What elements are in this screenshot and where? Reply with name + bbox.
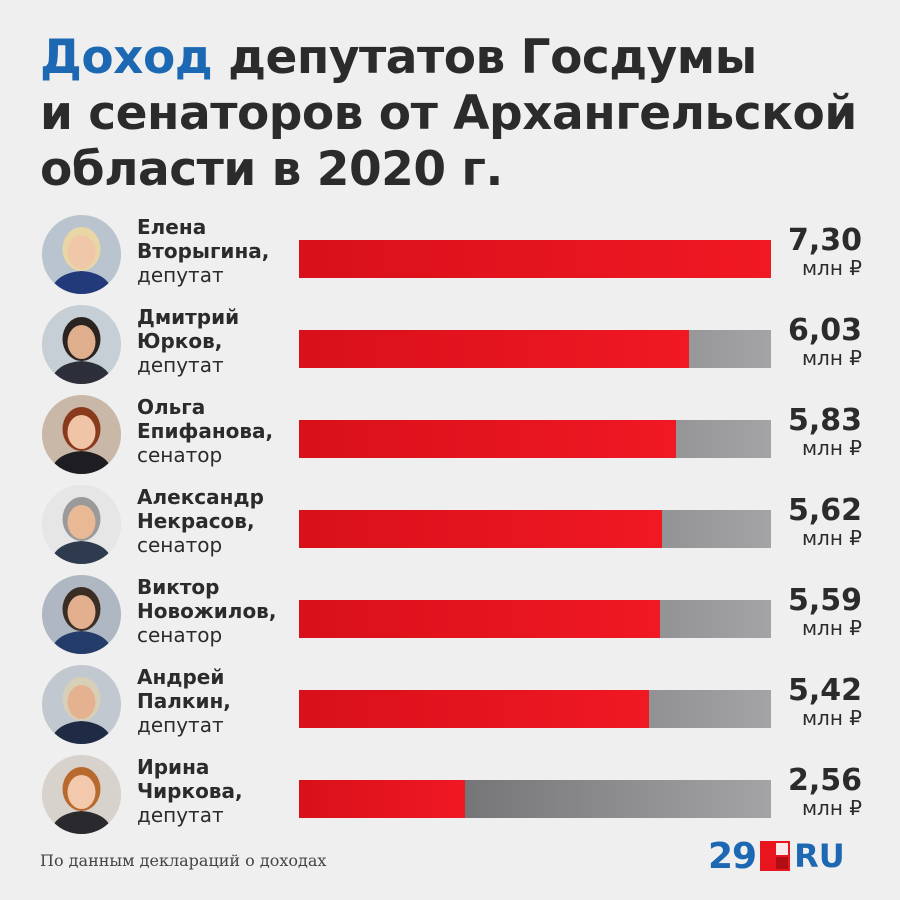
person-label: Александр Некрасов, сенатор (137, 485, 287, 557)
title-line3: области в 2020 г. (40, 142, 503, 197)
person-last-name: Юрков, (137, 329, 223, 353)
avatar (42, 575, 121, 654)
title-line2: и сенаторов от Архангельской (40, 86, 857, 141)
bar-fill (299, 510, 662, 548)
person-last-name: Епифанова, (137, 419, 274, 443)
bar-fill (299, 780, 465, 818)
value-label: 5,62 млн ₽ (782, 493, 862, 550)
bar-row: Дмитрий Юрков, депутат 6,03 млн ₽ (0, 297, 900, 387)
avatar (42, 755, 121, 834)
person-first-name: Ирина (137, 755, 210, 779)
bar-track (299, 510, 771, 548)
value-label: 5,83 млн ₽ (782, 403, 862, 460)
bar-track (299, 330, 771, 368)
logo-29ru[interactable]: 29 RU (708, 835, 845, 877)
bar-track (299, 420, 771, 458)
title-line1: депутатов Госдумы (212, 30, 757, 85)
avatar (42, 665, 121, 744)
value-label: 5,59 млн ₽ (782, 583, 862, 640)
avatar (42, 485, 121, 564)
value-unit: млн ₽ (801, 256, 862, 280)
logo-squares-icon (760, 841, 791, 871)
bar-fill (299, 600, 660, 638)
person-last-name: Некрасов, (137, 509, 255, 533)
source-note: По данным деклараций о доходах (40, 851, 327, 870)
bar-row: Ирина Чиркова, депутат 2,56 млн ₽ (0, 747, 900, 837)
value-number: 5,62 (787, 493, 862, 528)
value-label: 6,03 млн ₽ (782, 313, 862, 370)
value-label: 2,56 млн ₽ (782, 763, 862, 820)
bar-fill (299, 420, 676, 458)
value-number: 7,30 (787, 223, 862, 258)
value-unit: млн ₽ (801, 346, 862, 370)
person-role: сенатор (137, 533, 223, 557)
avatar (42, 395, 121, 474)
value-label: 5,42 млн ₽ (782, 673, 862, 730)
value-number: 5,42 (787, 673, 862, 708)
person-first-name: Александр (137, 485, 264, 509)
person-label: Ирина Чиркова, депутат (137, 755, 287, 827)
person-role: депутат (137, 353, 224, 377)
bar-row: Ольга Епифанова, сенатор 5,83 млн ₽ (0, 387, 900, 477)
person-last-name: Чиркова, (137, 779, 243, 803)
bar-track (299, 240, 771, 278)
value-label: 7,30 млн ₽ (782, 223, 862, 280)
value-unit: млн ₽ (801, 706, 862, 730)
person-last-name: Палкин, (137, 689, 231, 713)
person-first-name: Виктор (137, 575, 220, 599)
person-role: депутат (137, 713, 224, 737)
person-label: Андрей Палкин, депутат (137, 665, 287, 737)
bar-row: Виктор Новожилов, сенатор 5,59 млн ₽ (0, 567, 900, 657)
value-unit: млн ₽ (801, 796, 862, 820)
value-number: 5,83 (787, 403, 862, 438)
person-first-name: Андрей (137, 665, 225, 689)
value-unit: млн ₽ (801, 526, 862, 550)
bar-track (299, 600, 771, 638)
bar-fill (299, 330, 689, 368)
person-role: сенатор (137, 623, 223, 647)
logo-number: 29 (708, 835, 757, 877)
bar-track (299, 690, 771, 728)
value-unit: млн ₽ (801, 436, 862, 460)
person-label: Елена Вторыгина, депутат (137, 215, 287, 287)
value-number: 2,56 (787, 763, 862, 798)
title-accent: Доход (40, 30, 213, 85)
person-label: Виктор Новожилов, сенатор (137, 575, 287, 647)
value-unit: млн ₽ (801, 616, 862, 640)
bar-fill (299, 240, 771, 278)
bar-row: Елена Вторыгина, депутат 7,30 млн ₽ (0, 207, 900, 297)
person-role: сенатор (137, 443, 223, 467)
person-last-name: Новожилов, (137, 599, 277, 623)
chart-title: Доход депутатов Госдумы и сенаторов от А… (40, 30, 857, 198)
bar-row: Андрей Палкин, депутат 5,42 млн ₽ (0, 657, 900, 747)
logo-ru: RU (794, 837, 845, 875)
person-label: Ольга Епифанова, сенатор (137, 395, 287, 467)
person-role: депутат (137, 803, 224, 827)
person-last-name: Вторыгина, (137, 239, 270, 263)
person-first-name: Дмитрий (137, 305, 240, 329)
value-number: 5,59 (787, 583, 862, 618)
bar-row: Александр Некрасов, сенатор 5,62 млн ₽ (0, 477, 900, 567)
person-role: депутат (137, 263, 224, 287)
value-number: 6,03 (787, 313, 862, 348)
avatar (42, 305, 121, 384)
person-first-name: Ольга (137, 395, 206, 419)
avatar (42, 215, 121, 294)
bar-fill (299, 690, 649, 728)
person-first-name: Елена (137, 215, 207, 239)
bar-track (299, 780, 771, 818)
person-label: Дмитрий Юрков, депутат (137, 305, 287, 377)
